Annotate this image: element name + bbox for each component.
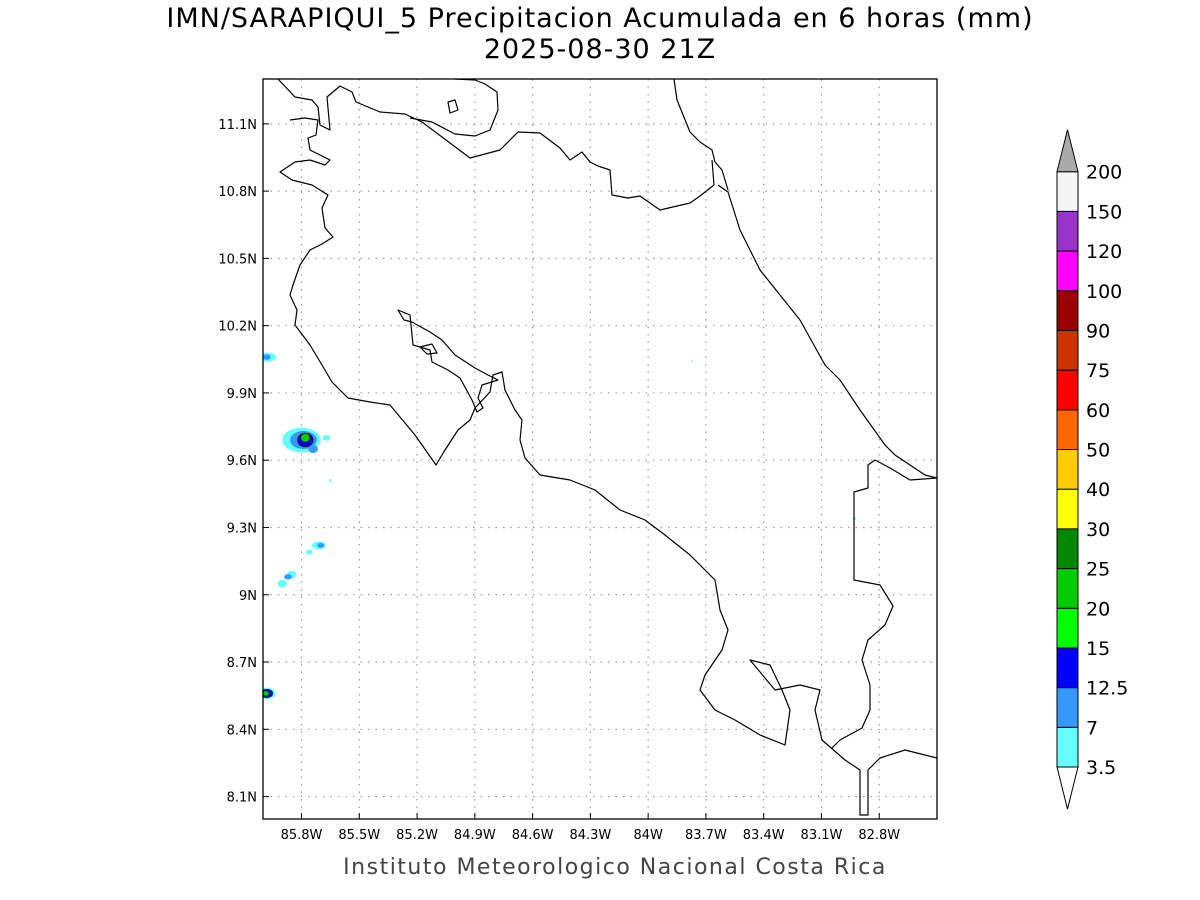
x-tick-label: 84.9W bbox=[454, 828, 496, 843]
y-tick-label: 9.9N bbox=[227, 387, 257, 402]
x-tick-label: 85.8W bbox=[281, 828, 323, 843]
colorbar-swatch bbox=[1056, 210, 1079, 252]
colorbar-swatch bbox=[1056, 568, 1079, 609]
x-tick-label: 85.2W bbox=[396, 828, 438, 843]
colorbar-swatch bbox=[1056, 449, 1079, 490]
colorbar-label: 200 bbox=[1086, 162, 1122, 184]
longitude-axis: 85.8W 85.5W 85.2W 84.9W 84.6W 84.3W 84W 83.7W 83… bbox=[281, 813, 900, 843]
map-subtitle-date: 2025-08-30 21Z bbox=[483, 34, 717, 65]
y-tick-label: 8.1N bbox=[227, 791, 257, 806]
y-tick-label: 10.2N bbox=[218, 320, 257, 335]
x-tick-label: 84.3W bbox=[569, 828, 611, 843]
x-tick-label: 84.6W bbox=[512, 828, 554, 843]
coastline-lake-islet bbox=[447, 99, 459, 114]
y-tick-label: 8.7N bbox=[227, 656, 257, 671]
precipitation-areas bbox=[263, 352, 856, 700]
x-tick-label: 83.7W bbox=[685, 828, 727, 843]
y-tick-label: 9.6N bbox=[227, 454, 257, 469]
precip-cell bbox=[277, 579, 288, 588]
precip-cell bbox=[284, 574, 292, 580]
colorbar-swatch bbox=[1056, 171, 1079, 212]
colorbar-label: 50 bbox=[1086, 440, 1110, 462]
colorbar-label: 120 bbox=[1086, 241, 1122, 263]
colorbar-label: 3.5 bbox=[1086, 757, 1116, 779]
precip-cell bbox=[305, 549, 313, 555]
y-tick-label: 10.5N bbox=[218, 252, 257, 267]
y-tick-label: 11.1N bbox=[218, 118, 257, 133]
coastline-lake-north bbox=[409, 79, 499, 137]
colorbar-label: 25 bbox=[1086, 559, 1110, 581]
y-tick-label: 8.4N bbox=[227, 723, 257, 738]
colorbar-swatch bbox=[1056, 687, 1079, 728]
colorbar-label: 90 bbox=[1086, 320, 1110, 342]
precip-cell bbox=[329, 479, 332, 482]
colorbar-label: 20 bbox=[1086, 598, 1110, 620]
precip-cell bbox=[263, 690, 270, 697]
coastline bbox=[277, 79, 937, 816]
colorbar-swatch bbox=[1056, 488, 1079, 530]
x-tick-label: 82.8W bbox=[858, 828, 900, 843]
colorbar-label: 12.5 bbox=[1086, 678, 1128, 700]
precip-cell bbox=[691, 360, 694, 363]
x-tick-label: 83.4W bbox=[743, 828, 785, 843]
x-tick-label: 83.1W bbox=[801, 828, 843, 843]
coastline-caribbean bbox=[717, 184, 937, 479]
credit-text: Instituto Meteorologico Nacional Costa R… bbox=[343, 855, 887, 880]
map-title: IMN/SARAPIQUI_5 Precipitacion Acumulada … bbox=[166, 3, 1034, 34]
colorbar-label: 60 bbox=[1086, 400, 1110, 422]
colorbar-swatch bbox=[1056, 726, 1079, 768]
map-frame bbox=[262, 78, 938, 820]
coastline-nicaragua-lake bbox=[277, 79, 715, 211]
precip-cell bbox=[263, 354, 271, 360]
precip-cell bbox=[322, 435, 331, 441]
colorbar-swatch bbox=[1056, 607, 1079, 649]
colorbar-legend: 3.5 7 12.5 15 20 25 30 40 50 60 75 90 100 120 150 200 bbox=[1056, 129, 1128, 810]
latitude-axis: 11.1N 10.8N 10.5N 10.2N 9.9N 9.6N 9.3N 9N 8.7N 8.… bbox=[218, 118, 269, 806]
colorbar-label: 150 bbox=[1086, 201, 1122, 223]
colorbar-label: 75 bbox=[1086, 360, 1110, 382]
x-tick-label: 85.5W bbox=[338, 828, 380, 843]
coastline-nicaragua-caribbean bbox=[673, 79, 729, 191]
colorbar-swatch bbox=[1056, 290, 1079, 331]
coastline-pacific bbox=[279, 117, 937, 816]
map-gridlines bbox=[263, 79, 937, 819]
colorbar-swatch bbox=[1056, 528, 1079, 570]
colorbar-label: 40 bbox=[1086, 479, 1110, 501]
colorbar-over-arrow bbox=[1056, 129, 1079, 173]
y-tick-label: 10.8N bbox=[218, 185, 257, 200]
colorbar-swatch bbox=[1056, 647, 1079, 689]
colorbar-label: 7 bbox=[1086, 717, 1098, 739]
colorbar-label: 15 bbox=[1086, 638, 1110, 660]
colorbar-swatch bbox=[1056, 369, 1079, 411]
colorbar-under-arrow bbox=[1056, 766, 1079, 810]
precip-cell bbox=[317, 542, 325, 548]
colorbar-swatch bbox=[1056, 329, 1079, 371]
colorbar-swatch bbox=[1056, 250, 1079, 292]
precip-cell bbox=[308, 444, 318, 454]
y-tick-label: 9N bbox=[239, 589, 257, 604]
colorbar-label: 30 bbox=[1086, 519, 1110, 541]
precip-cell bbox=[300, 432, 311, 443]
coastline-panama-border bbox=[831, 459, 937, 749]
y-tick-label: 9.3N bbox=[227, 521, 257, 536]
coastline-island bbox=[419, 343, 438, 355]
colorbar-swatch bbox=[1056, 409, 1079, 450]
colorbar-label: 100 bbox=[1086, 281, 1122, 303]
x-tick-label: 84W bbox=[633, 828, 663, 843]
